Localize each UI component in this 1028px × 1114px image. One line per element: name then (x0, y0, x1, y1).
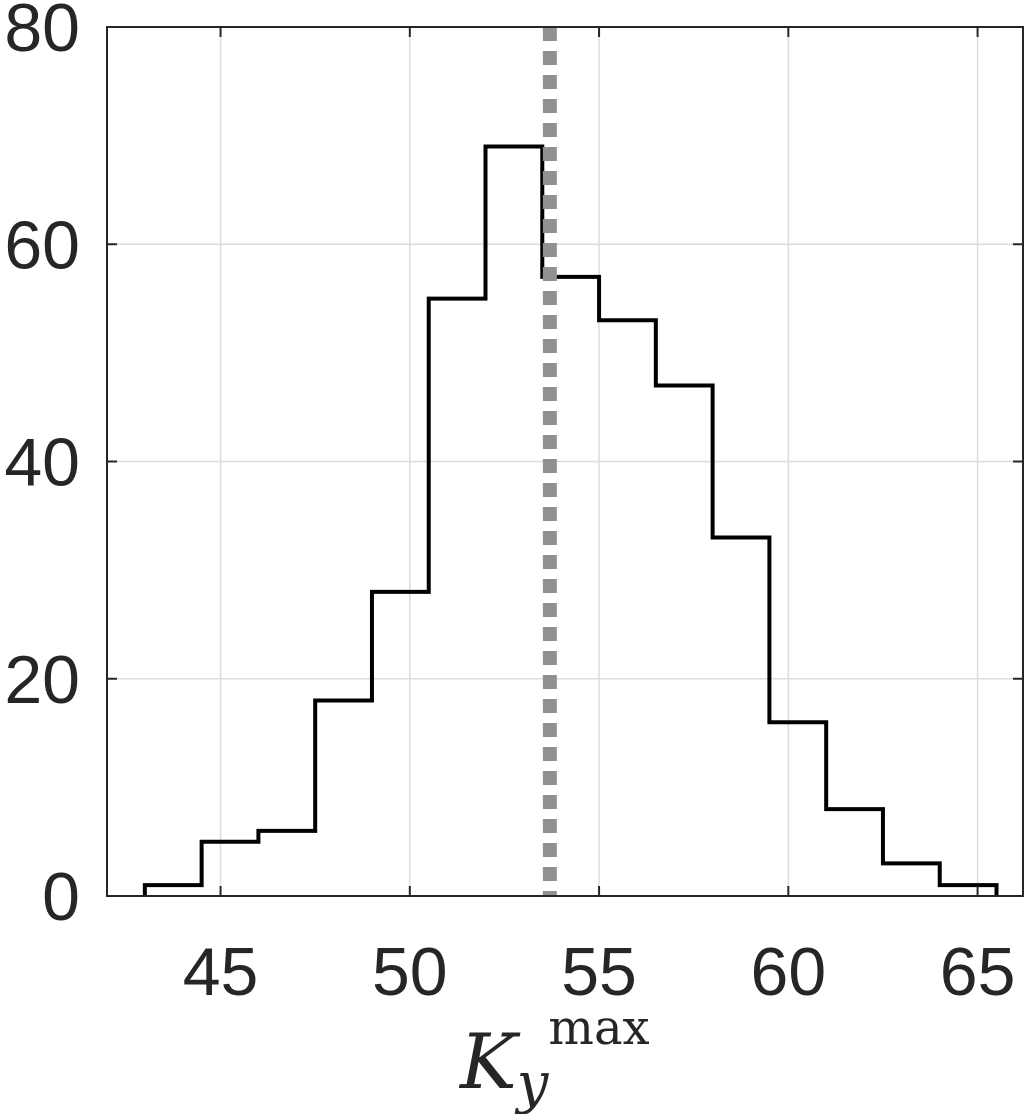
x-axis-label: Kymax (458, 1000, 650, 1114)
y-tick-label: 20 (4, 642, 80, 718)
y-tick-label: 40 (4, 425, 80, 501)
x-tick-label: 45 (183, 934, 259, 1010)
x-axis-label-subscript: y (514, 1051, 550, 1114)
y-tick-label: 0 (42, 859, 80, 935)
axis-ticks (107, 26, 1023, 897)
x-tick-labels: 45 50 55 60 65 (183, 934, 1016, 1010)
y-tick-label: 80 (4, 0, 80, 66)
x-axis-label-superscript: max (548, 1000, 649, 1056)
y-tick-label: 60 (4, 207, 80, 283)
y-tick-labels: 0 20 40 60 80 (4, 0, 80, 935)
x-axis-label-base: K (458, 1017, 521, 1106)
x-tick-label: 55 (561, 934, 637, 1010)
x-tick-label: 50 (372, 934, 448, 1010)
x-tick-label: 65 (940, 934, 1016, 1010)
histogram-outline (142, 144, 999, 896)
x-tick-label: 60 (751, 934, 827, 1010)
